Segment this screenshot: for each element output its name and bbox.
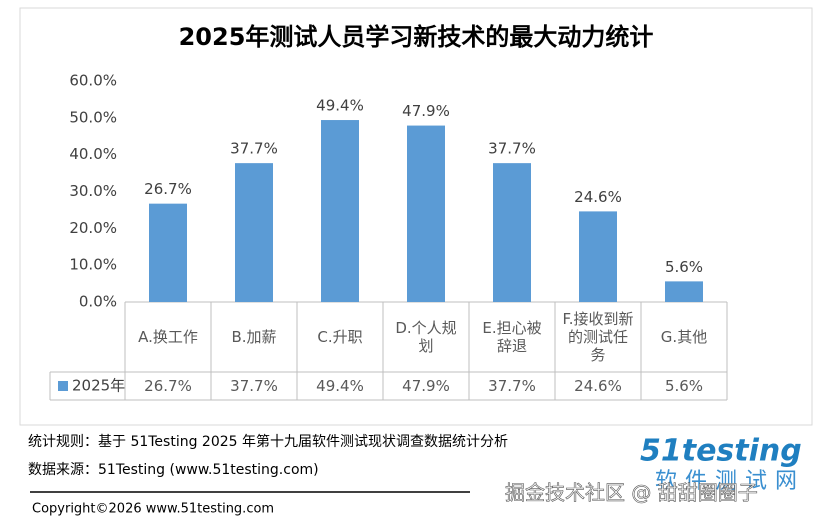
- y-tick-label: 60.0%: [69, 72, 117, 90]
- value-label: 5.6%: [665, 258, 703, 276]
- x-tick-label: E.担心被辞退: [482, 319, 542, 355]
- table-value: 37.7%: [488, 377, 536, 395]
- x-tick-label: G.其他: [660, 328, 708, 346]
- logo: 51testing: [640, 434, 802, 469]
- table-value: 26.7%: [144, 377, 192, 395]
- legend-swatch: [58, 381, 68, 391]
- bar: [493, 163, 531, 302]
- table-value: 49.4%: [316, 377, 364, 395]
- x-tick-label: F.接收到新的测试任务: [562, 310, 634, 364]
- chart-title: 2025年测试人员学习新技术的最大动力统计: [179, 23, 654, 51]
- value-label: 37.7%: [230, 140, 278, 158]
- bar: [665, 281, 703, 302]
- value-label: 47.9%: [402, 102, 450, 120]
- y-tick-label: 50.0%: [69, 108, 117, 126]
- x-tick-label: D.个人规划: [395, 319, 457, 355]
- footer-rule: 统计规则：基于 51Testing 2025 年第十九届软件测试现状调查数据统计…: [28, 433, 508, 450]
- bar: [235, 163, 273, 302]
- table-value: 5.6%: [664, 377, 704, 395]
- y-tick-label: 20.0%: [69, 219, 117, 237]
- table-value: 24.6%: [574, 377, 622, 395]
- value-label: 24.6%: [574, 188, 622, 206]
- footer-copyright: Copyright©2026 www.51testing.com: [32, 502, 274, 517]
- value-label: 49.4%: [316, 97, 364, 115]
- y-tick-label: 40.0%: [69, 145, 117, 163]
- table-value: 47.9%: [402, 377, 450, 395]
- value-label: 37.7%: [488, 140, 536, 158]
- footer-source: 数据来源：51Testing (www.51testing.com): [28, 462, 319, 478]
- x-tick-label: A.换工作: [138, 328, 198, 346]
- value-label: 26.7%: [144, 180, 192, 198]
- x-tick-label: B.加薪: [231, 328, 277, 346]
- watermark: 掘金技术社区 @ 甜甜圈圈子: [505, 481, 758, 505]
- y-tick-label: 30.0%: [69, 182, 117, 200]
- x-tick-label: C.升职: [317, 328, 363, 346]
- legend-label: 2025年: [72, 377, 125, 395]
- bar: [149, 203, 187, 302]
- y-tick-label: 0.0%: [79, 293, 117, 311]
- bar: [407, 125, 445, 303]
- y-tick-label: 10.0%: [69, 256, 117, 274]
- logo-subtitle: 软件测试网: [655, 469, 805, 494]
- bar: [579, 211, 617, 302]
- table-value: 37.7%: [230, 377, 278, 395]
- bar: [321, 120, 359, 302]
